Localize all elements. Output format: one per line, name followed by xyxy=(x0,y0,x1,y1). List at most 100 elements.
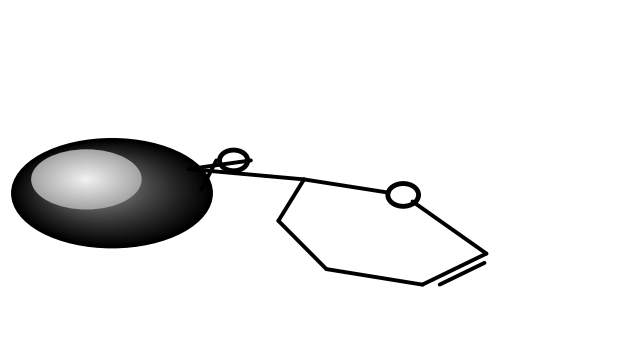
Ellipse shape xyxy=(38,154,170,225)
Ellipse shape xyxy=(34,151,178,229)
Ellipse shape xyxy=(44,157,163,221)
Ellipse shape xyxy=(77,175,95,184)
Ellipse shape xyxy=(46,158,127,201)
Ellipse shape xyxy=(69,171,122,200)
Ellipse shape xyxy=(57,165,141,210)
Ellipse shape xyxy=(44,158,161,220)
Ellipse shape xyxy=(15,141,207,244)
Ellipse shape xyxy=(50,161,152,216)
Ellipse shape xyxy=(61,167,135,207)
Ellipse shape xyxy=(40,155,169,224)
Ellipse shape xyxy=(58,165,140,209)
Ellipse shape xyxy=(61,167,134,206)
Ellipse shape xyxy=(31,150,182,231)
Ellipse shape xyxy=(80,177,105,191)
Ellipse shape xyxy=(41,155,167,224)
Ellipse shape xyxy=(70,172,120,199)
Ellipse shape xyxy=(21,145,198,239)
Ellipse shape xyxy=(83,179,100,188)
Ellipse shape xyxy=(74,174,114,196)
Ellipse shape xyxy=(84,180,99,188)
Ellipse shape xyxy=(86,181,94,185)
Ellipse shape xyxy=(86,181,96,186)
Ellipse shape xyxy=(67,169,106,190)
Ellipse shape xyxy=(72,173,117,197)
Ellipse shape xyxy=(65,168,108,191)
Ellipse shape xyxy=(20,144,199,240)
Ellipse shape xyxy=(42,156,164,222)
Ellipse shape xyxy=(70,170,103,188)
Ellipse shape xyxy=(59,166,138,208)
Ellipse shape xyxy=(55,164,145,211)
Ellipse shape xyxy=(63,167,110,192)
Ellipse shape xyxy=(60,166,137,208)
Ellipse shape xyxy=(58,164,115,195)
Ellipse shape xyxy=(47,159,157,218)
Ellipse shape xyxy=(77,176,109,193)
Ellipse shape xyxy=(26,147,190,236)
Ellipse shape xyxy=(13,140,211,247)
Ellipse shape xyxy=(54,163,146,213)
Ellipse shape xyxy=(82,179,102,189)
Ellipse shape xyxy=(19,144,200,241)
Ellipse shape xyxy=(33,151,179,230)
Ellipse shape xyxy=(30,149,184,232)
Ellipse shape xyxy=(52,161,121,198)
Ellipse shape xyxy=(28,148,187,234)
Ellipse shape xyxy=(32,150,141,209)
Ellipse shape xyxy=(34,151,139,208)
Ellipse shape xyxy=(56,163,117,196)
Ellipse shape xyxy=(68,170,125,201)
Ellipse shape xyxy=(13,140,210,246)
Ellipse shape xyxy=(27,148,188,235)
Ellipse shape xyxy=(56,164,143,211)
Ellipse shape xyxy=(63,168,131,204)
Ellipse shape xyxy=(84,180,97,187)
Ellipse shape xyxy=(41,155,132,204)
Ellipse shape xyxy=(45,158,159,219)
Ellipse shape xyxy=(79,177,106,191)
Ellipse shape xyxy=(49,160,155,217)
Ellipse shape xyxy=(81,176,92,183)
Ellipse shape xyxy=(32,150,180,231)
Ellipse shape xyxy=(42,156,166,223)
Ellipse shape xyxy=(81,178,103,190)
Ellipse shape xyxy=(36,153,173,227)
Ellipse shape xyxy=(15,141,208,245)
Ellipse shape xyxy=(71,172,118,198)
Ellipse shape xyxy=(52,162,149,214)
Ellipse shape xyxy=(17,142,205,244)
Ellipse shape xyxy=(49,160,154,216)
Ellipse shape xyxy=(59,165,114,194)
Ellipse shape xyxy=(65,169,129,204)
Ellipse shape xyxy=(35,152,138,207)
Ellipse shape xyxy=(84,178,88,180)
Ellipse shape xyxy=(67,170,126,202)
Ellipse shape xyxy=(88,182,91,184)
Ellipse shape xyxy=(65,169,127,203)
Ellipse shape xyxy=(78,176,108,193)
Ellipse shape xyxy=(79,176,93,183)
Ellipse shape xyxy=(76,174,97,185)
Ellipse shape xyxy=(63,168,132,205)
Ellipse shape xyxy=(48,159,125,200)
Ellipse shape xyxy=(43,156,130,203)
Ellipse shape xyxy=(17,142,204,243)
Ellipse shape xyxy=(24,146,193,237)
Ellipse shape xyxy=(83,177,90,181)
Ellipse shape xyxy=(61,166,112,193)
Ellipse shape xyxy=(51,161,150,215)
Ellipse shape xyxy=(37,153,136,206)
Ellipse shape xyxy=(23,146,195,238)
Ellipse shape xyxy=(38,154,172,226)
Ellipse shape xyxy=(53,162,147,213)
Ellipse shape xyxy=(88,182,93,185)
Ellipse shape xyxy=(73,174,115,196)
Ellipse shape xyxy=(39,154,134,205)
Ellipse shape xyxy=(46,159,158,219)
Ellipse shape xyxy=(50,160,123,199)
Ellipse shape xyxy=(74,172,99,186)
Ellipse shape xyxy=(25,147,191,236)
Ellipse shape xyxy=(68,170,104,189)
Ellipse shape xyxy=(72,171,101,187)
